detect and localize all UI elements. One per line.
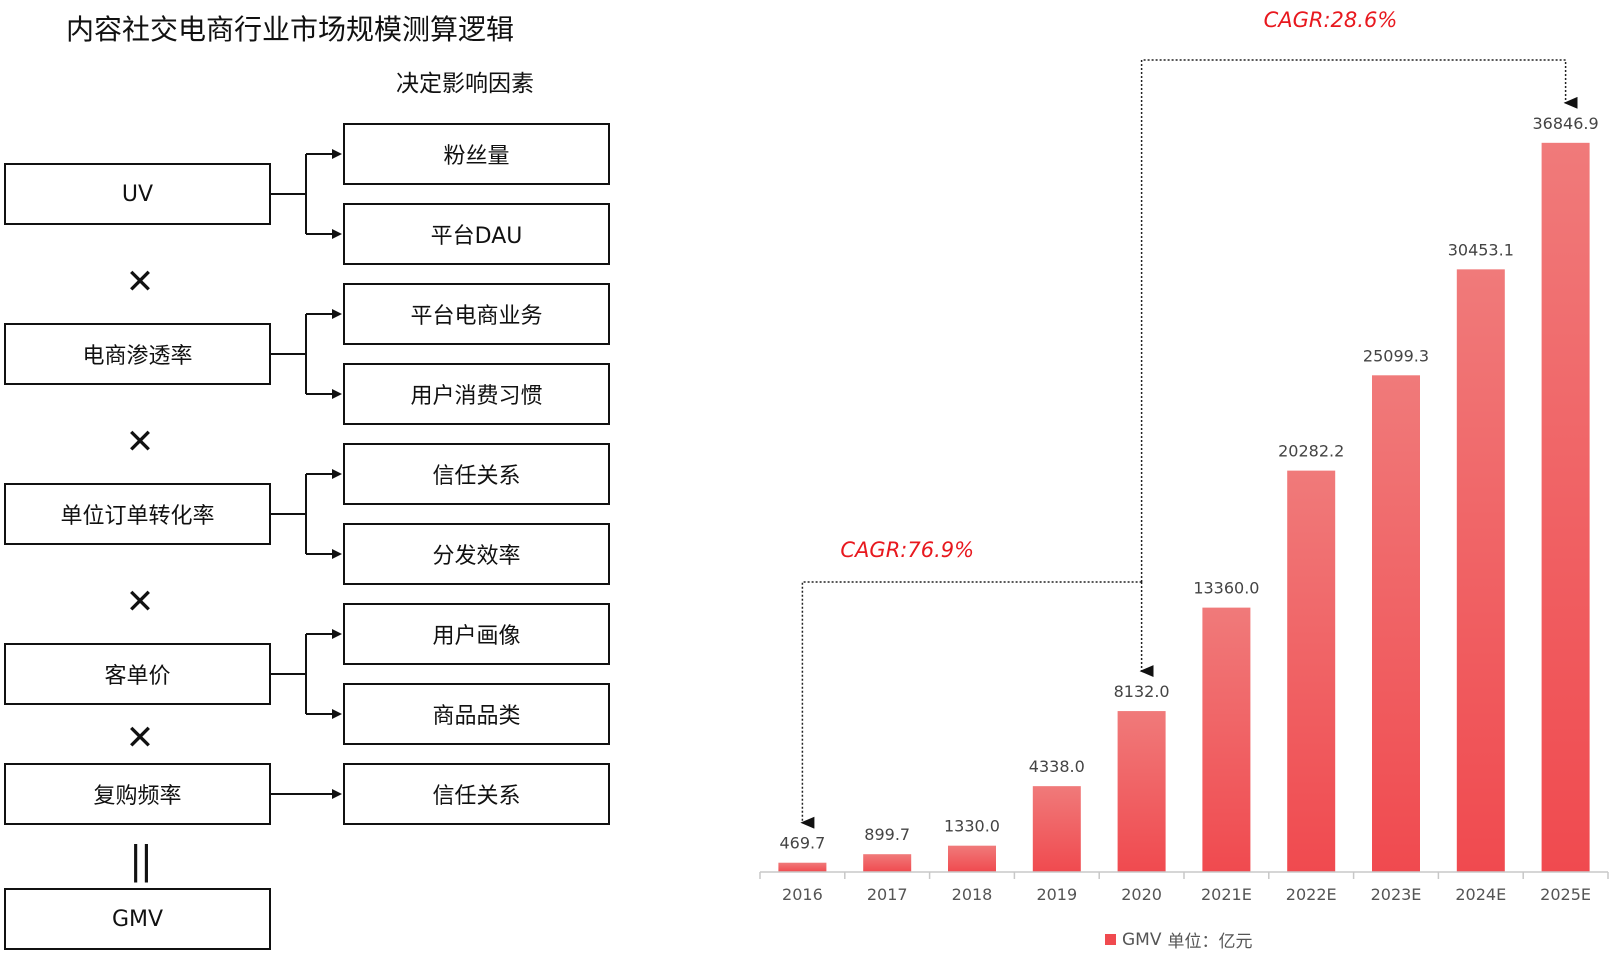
x-tick-label-2020: 2020	[1121, 885, 1162, 904]
legend-series-name: GMV	[1122, 929, 1162, 950]
factor-penetration-label: 电商渗透率	[82, 344, 193, 369]
x-tick-label-2023E: 2023E	[1371, 885, 1422, 904]
bar-2016	[778, 862, 827, 872]
factor-ecommerce-penetration: 电商渗透率	[4, 323, 271, 385]
data-label-2024E: 30453.1	[1448, 240, 1514, 259]
influence-product-category: 商品品类	[343, 683, 610, 745]
factor-aov-label: 客单价	[104, 664, 171, 689]
bar-2019	[1032, 786, 1081, 872]
cagr-annotation-2016-2020: CAGR:76.9%	[840, 538, 975, 562]
influence-label: 平台DAU	[430, 224, 523, 249]
bar-2020	[1117, 711, 1166, 872]
result-gmv: GMV	[4, 888, 271, 950]
x-tick-label-2019: 2019	[1036, 885, 1077, 904]
influence-trust: 信任关系	[343, 443, 610, 505]
factor-uv: UV	[4, 163, 271, 225]
page-title: 内容社交电商行业市场规模测算逻辑	[66, 13, 515, 46]
equals-sign: ||	[129, 838, 153, 882]
cagr-connector-2020-2025	[1140, 59, 1578, 582]
bar-2024E	[1456, 269, 1505, 872]
influence-label: 商品品类	[432, 704, 521, 729]
x-tick-label-2016: 2016	[782, 885, 823, 904]
influence-platform-dau: 平台DAU	[343, 203, 610, 265]
data-label-2021E: 13360.0	[1193, 579, 1259, 598]
influence-label: 平台电商业务	[410, 304, 543, 329]
bar-2023E	[1372, 375, 1420, 872]
result-gmv-label: GMV	[111, 906, 164, 932]
influence-label: 粉丝量	[443, 144, 510, 169]
influence-trust-repurchase: 信任关系	[343, 763, 610, 825]
bar-2022E	[1287, 470, 1336, 872]
x-tick-label-2021E: 2021E	[1201, 885, 1252, 904]
factor-conversion-label: 单位订单转化率	[60, 504, 215, 529]
data-label-2016: 469.7	[779, 834, 825, 853]
x-tick-label-2024E: 2024E	[1455, 885, 1506, 904]
x-tick-label-2025E: 2025E	[1540, 885, 1591, 904]
factor-order-conversion: 单位订单转化率	[4, 483, 271, 545]
bar-series-gmv	[778, 142, 1590, 873]
influence-label: 信任关系	[432, 784, 521, 809]
multiply-sign: ✕	[125, 262, 155, 302]
factor-repurchase-frequency: 复购频率	[4, 763, 271, 825]
influence-label: 用户消费习惯	[410, 384, 543, 409]
data-label-2020: 8132.0	[1114, 682, 1170, 701]
data-label-2025E: 36846.9	[1533, 114, 1599, 133]
value-labels: 469.7 899.7 1330.0 4338.0 8132.0 13360.0 20282…	[779, 114, 1598, 853]
data-label-2017: 899.7	[864, 825, 910, 844]
connector-uv	[271, 149, 342, 239]
factor-repurchase-label: 复购频率	[93, 784, 182, 809]
influence-label: 信任关系	[432, 464, 521, 489]
connector-penetration	[271, 309, 342, 399]
bar-2017	[863, 854, 912, 872]
factor-uv-label: UV	[121, 181, 154, 207]
influence-label: 用户画像	[432, 624, 521, 649]
influence-fans: 粉丝量	[343, 123, 610, 185]
legend-unit: 单位：亿元	[1167, 932, 1253, 952]
data-label-2022E: 20282.2	[1278, 442, 1344, 461]
factors-title: 决定影响因素	[396, 71, 534, 97]
influence-label: 分发效率	[432, 544, 521, 569]
factor-average-order-value: 客单价	[4, 643, 271, 705]
data-label-2023E: 25099.3	[1363, 346, 1429, 365]
influence-consumer-habit: 用户消费习惯	[343, 363, 610, 425]
influence-platform-ecommerce: 平台电商业务	[343, 283, 610, 345]
data-label-2018: 1330.0	[944, 817, 1000, 836]
x-tick-label-2018: 2018	[952, 885, 993, 904]
bar-2018	[948, 845, 996, 872]
x-tick-label-2017: 2017	[867, 885, 908, 904]
connector-conversion	[271, 469, 342, 559]
multiply-sign: ✕	[125, 718, 155, 758]
cagr-annotations	[800, 59, 1578, 829]
connector-aov	[271, 629, 342, 719]
x-tick-label-2022E: 2022E	[1286, 885, 1337, 904]
chart-legend: GMV 单位：亿元	[1105, 927, 1252, 952]
cagr-annotation-2020-2025: CAGR:28.6%	[1263, 8, 1398, 32]
x-axis: 2016 2017 2018 2019 2020 2021E 2022E 2023E 2024E…	[759, 871, 1609, 904]
influence-distribution-efficiency: 分发效率	[343, 523, 610, 585]
data-label-2019: 4338.0	[1029, 757, 1085, 776]
cagr-connector-2016-2020	[800, 581, 1142, 829]
legend-swatch	[1105, 934, 1116, 945]
multiply-sign: ✕	[125, 422, 155, 462]
bar-2025E	[1541, 142, 1590, 873]
influence-user-profile: 用户画像	[343, 603, 610, 665]
multiply-sign: ✕	[125, 582, 155, 622]
bar-2021E	[1202, 607, 1251, 872]
